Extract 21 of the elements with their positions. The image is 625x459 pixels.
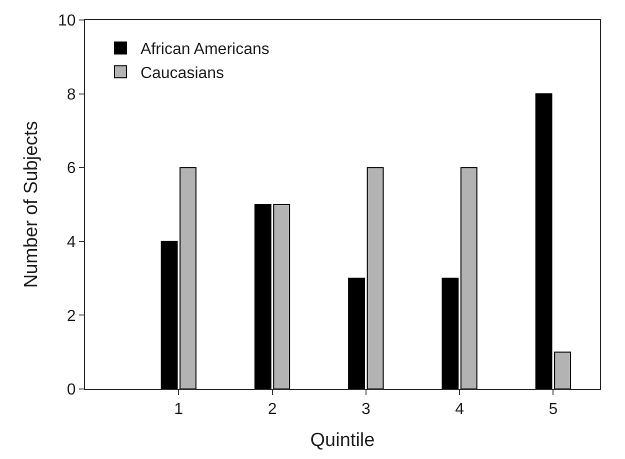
legend-label: African Americans [140,41,270,58]
y-tick-label: 0 [66,382,76,399]
y-axis-title: Number of Subjects [20,121,42,288]
bar [366,167,384,389]
y-tick-label: 8 [66,86,76,104]
bar [460,167,478,389]
legend-label: Caucasians [140,65,224,82]
bar [180,167,196,389]
x-tick-label: 1 [174,401,184,418]
x-tick-label: 5 [548,401,558,418]
x-tick-label: 4 [455,401,464,418]
bar [442,278,459,389]
x-tick-label: 2 [268,401,277,418]
bar [160,240,178,389]
y-tick-label: 6 [66,160,76,178]
x-axis-title: Quintile [310,430,375,451]
y-tick-label: 4 [66,234,76,251]
y-tick-label: 10 [58,12,76,30]
y-tick-label: 2 [66,308,76,325]
bar [348,278,365,389]
x-tick-label: 3 [361,401,370,418]
